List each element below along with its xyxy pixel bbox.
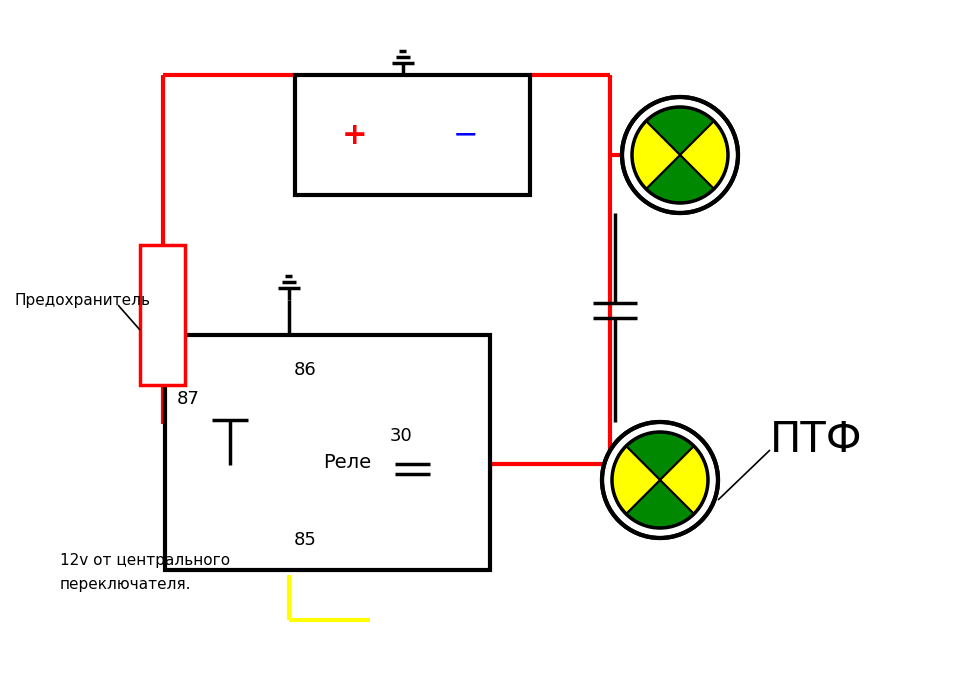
Wedge shape: [626, 432, 694, 480]
Wedge shape: [626, 480, 694, 528]
Text: 87: 87: [177, 390, 200, 408]
Text: 12v от центрального: 12v от центрального: [60, 552, 230, 568]
FancyBboxPatch shape: [140, 245, 185, 385]
Text: −: −: [452, 121, 478, 150]
Text: 85: 85: [294, 531, 317, 549]
Text: ПТФ: ПТФ: [770, 419, 863, 461]
Text: Предохранитель: Предохранитель: [15, 292, 151, 308]
FancyBboxPatch shape: [295, 75, 530, 195]
Wedge shape: [646, 107, 714, 155]
Text: 30: 30: [390, 428, 413, 445]
Wedge shape: [612, 446, 660, 514]
FancyBboxPatch shape: [165, 335, 490, 570]
Text: переключателя.: переключателя.: [60, 577, 191, 593]
Wedge shape: [632, 121, 680, 189]
Circle shape: [622, 97, 738, 213]
Text: 86: 86: [294, 361, 316, 379]
Text: Реле: Реле: [324, 453, 372, 472]
Wedge shape: [646, 155, 714, 203]
Text: +: +: [342, 121, 368, 150]
Wedge shape: [660, 446, 708, 514]
Circle shape: [602, 422, 718, 538]
Wedge shape: [680, 121, 728, 189]
